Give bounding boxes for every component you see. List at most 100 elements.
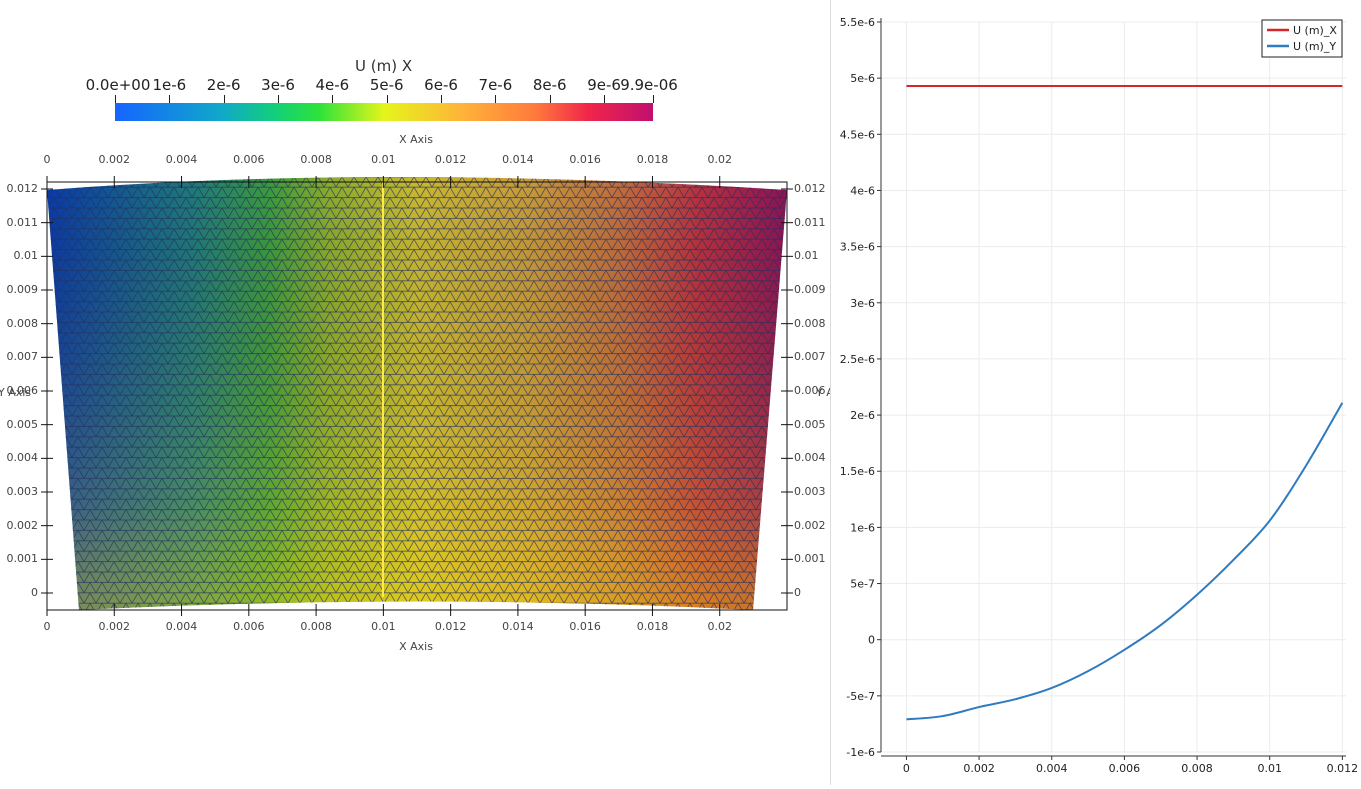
series-line-1 <box>906 402 1344 721</box>
x-tick-label: 0 <box>903 762 910 775</box>
x-tick-label-bottom: 0.006 <box>233 620 265 633</box>
y-tick-label-right: 0.009 <box>794 283 826 296</box>
y-tick-label-left: 0.003 <box>6 485 39 498</box>
colorbar-tick-mark <box>223 95 225 103</box>
x-tick-label: 0.008 <box>1181 762 1213 775</box>
chart-legend: U (m)_X U (m)_Y <box>1261 19 1343 58</box>
y-tick-label-right: 0.006 <box>794 384 826 397</box>
mesh-wireframe <box>47 177 787 610</box>
y-tick-label-right: 0.008 <box>794 316 826 330</box>
x-tick-label-bottom: 0 <box>43 620 51 633</box>
colorbar-tick-label: 5e-6 <box>369 76 404 94</box>
x-tick-label-top: 0.016 <box>569 153 601 166</box>
colorbar-tick-label: 7e-6 <box>478 76 513 94</box>
y-tick-label-left: 0.012 <box>6 182 39 195</box>
colorbar-tick-label: 1e-6 <box>152 76 187 94</box>
y-tick-label-left: 0 <box>31 586 38 599</box>
y-tick-label-left: 0.006 <box>6 384 39 397</box>
y-tick-label-left: 0.004 <box>6 451 39 465</box>
y-tick-label-left: 0.011 <box>6 215 39 229</box>
y-tick-label-left: 0.001 <box>6 552 39 566</box>
x-tick-label-bottom: 0.02 <box>707 620 732 633</box>
y-tick-label-right: 0.012 <box>794 182 826 195</box>
y-tick-label: 5.5e-6 <box>840 16 875 29</box>
y-tick-label: 1e-6 <box>850 521 875 534</box>
y-tick-label: 5e-6 <box>850 72 875 85</box>
y-tick-label: -5e-7 <box>846 690 875 703</box>
colorbar-tick-mark <box>115 95 116 103</box>
y-tick-label: 2e-6 <box>850 409 875 422</box>
y-tick-label: 5e-7 <box>850 578 875 591</box>
x-tick-label-top: 0.008 <box>300 153 332 166</box>
axes-bounding-box <box>46 181 788 611</box>
colorbar-tick-label: 6e-6 <box>424 76 458 94</box>
y-tick-label-right: 0.001 <box>794 552 826 566</box>
y-tick-label-right: 0 <box>794 586 801 599</box>
y-tick-label-right: 0.005 <box>794 417 826 431</box>
y-tick-label-left: 0.007 <box>6 350 39 364</box>
x-tick-label-bottom: 0.002 <box>98 620 131 633</box>
colorbar-tick-label: 8e-6 <box>532 76 567 94</box>
chart-grid <box>881 21 1346 753</box>
x-tick-label: 0.002 <box>963 762 995 775</box>
x-tick-label-bottom: 0.004 <box>165 620 198 633</box>
x-tick-label-bottom: 0.014 <box>502 620 534 633</box>
x-tick-label-top: 0.014 <box>502 153 534 166</box>
x-tick-label-bottom: 0.01 <box>371 620 396 633</box>
y-tick-label-left: 0.008 <box>6 316 39 330</box>
colorbar-tick-label: 3e-6 <box>261 76 295 94</box>
y-tick-label-right: 0.01 <box>794 249 819 263</box>
x-tick-label-top: 0.004 <box>165 153 198 166</box>
x-tick-label-top: 0.02 <box>707 153 732 166</box>
x-axis-title-bottom: X Axis <box>399 640 433 653</box>
line-chart: -1e-6 -5e-7 0 5e-7 1e-6 1.5e-6 2e-6 2.5e-6 3e-6 3… <box>840 16 1358 775</box>
legend-box <box>1261 19 1343 58</box>
x-tick-label-top: 0.002 <box>98 153 131 166</box>
colorbar-tick-mark <box>278 95 280 103</box>
y-axis-title-left: Y Axis <box>0 386 32 399</box>
colorbar-title: U (m) X <box>355 57 413 75</box>
y-tick-label-left: 0.01 <box>13 249 39 263</box>
chart-axes: -1e-6 -5e-7 0 5e-7 1e-6 1.5e-6 2e-6 2.5e-6 3e-6 3… <box>840 16 1358 775</box>
y-tick-label-right: 0.011 <box>794 215 826 229</box>
colorbar-tick-mark <box>441 95 443 103</box>
x-tick-label: 0.012 <box>1327 762 1359 775</box>
y-tick-label-right: 0.007 <box>794 350 826 364</box>
y-tick-label-left: 0.002 <box>6 518 39 532</box>
colorbar-tick-label: 0.0e+00 <box>85 76 151 94</box>
mesh-plot <box>41 176 793 616</box>
line-chart-view[interactable]: -1e-6 -5e-7 0 5e-7 1e-6 1.5e-6 2e-6 2.5e-6 3e-6 3… <box>831 0 1361 785</box>
y-tick-label: 2.5e-6 <box>840 353 875 366</box>
legend-label: U (m)_Y <box>1293 40 1336 53</box>
y-tick-label: -1e-6 <box>846 746 875 759</box>
x-tick-label-bottom: 0.016 <box>569 620 601 633</box>
x-tick-label-bottom: 0.012 <box>434 620 467 633</box>
y-tick-label-left: 0.009 <box>6 283 39 296</box>
x-tick-label-top: 0.01 <box>371 153 396 166</box>
colorbar-tick-label: 9.9e-06 <box>620 76 678 94</box>
y-tick-label: 1.5e-6 <box>840 465 875 478</box>
colorbar-tick-mark <box>653 95 654 103</box>
y-tick-label: 3.5e-6 <box>840 241 875 254</box>
colorbar-tick-label: 4e-6 <box>315 76 350 94</box>
x-tick-label-top: 0 <box>43 153 51 166</box>
colorbar-tick-mark <box>495 95 497 103</box>
render-view-3d[interactable]: U (m) X 0.0e+00 1e-6 2e-6 3e-6 4e-6 5e-6 6e-6 7… <box>0 0 849 785</box>
x-tick-label-bottom: 0.008 <box>300 620 332 633</box>
x-axis-title-top: X Axis <box>399 133 433 146</box>
y-tick-label-right: 0.004 <box>794 451 826 465</box>
x-tick-label-bottom: 0.018 <box>636 620 669 633</box>
y-tick-label: 3e-6 <box>850 297 875 310</box>
y-tick-label: 4.5e-6 <box>840 128 875 141</box>
colorbar-tick-mark <box>604 95 606 103</box>
colorbar-tick-mark <box>386 95 388 103</box>
x-tick-label-top: 0.006 <box>233 153 265 166</box>
chart-series <box>906 85 1344 721</box>
view-divider[interactable] <box>830 0 831 785</box>
x-tick-label-top: 0.018 <box>636 153 669 166</box>
colorbar <box>115 103 653 121</box>
legend-label: U (m)_X <box>1293 24 1337 37</box>
y-tick-label-right: 0.002 <box>794 518 826 532</box>
x-tick-label: 0.004 <box>1036 762 1068 775</box>
y-tick-label: 4e-6 <box>850 184 875 197</box>
